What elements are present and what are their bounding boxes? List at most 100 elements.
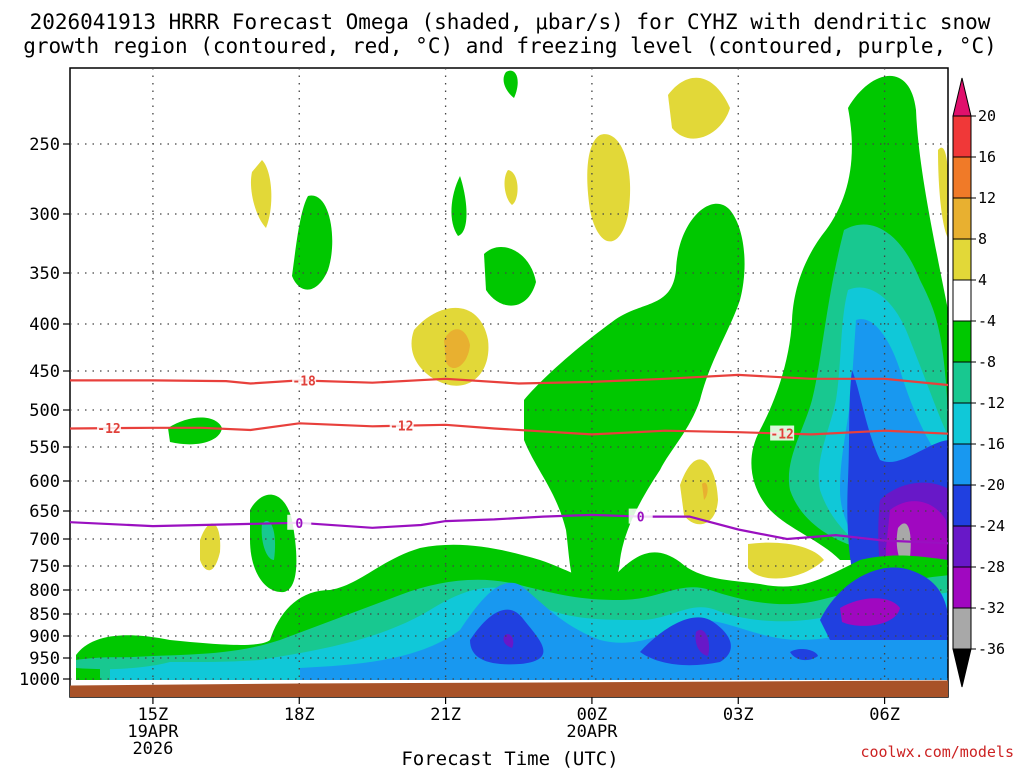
y-axis: 250 300 350 400 450 500 550 600 650 700 750 800 8509… bbox=[19, 135, 70, 690]
colorbar-label: 4 bbox=[978, 271, 987, 289]
y-tick-label: 700 bbox=[29, 530, 60, 550]
omega-lowlevel-green-strip bbox=[76, 657, 170, 670]
colorbar-label: -12 bbox=[978, 394, 1005, 412]
y-tick-label: 800 bbox=[29, 581, 60, 601]
y-tick-label: 350 bbox=[29, 264, 60, 284]
y-tick-label: 600 bbox=[29, 472, 60, 492]
terrain-ground bbox=[70, 680, 948, 697]
omega-blob-yellow bbox=[250, 160, 272, 228]
colorbar-label: 20 bbox=[978, 107, 996, 125]
omega-blob-green bbox=[168, 417, 222, 445]
colorbar-band bbox=[952, 402, 972, 445]
omega-blob-yellow bbox=[587, 134, 631, 242]
x-axis-title: Forecast Time (UTC) bbox=[401, 748, 618, 768]
colorbar-label: -36 bbox=[978, 640, 1005, 658]
colorbar-label: 12 bbox=[978, 189, 996, 207]
y-tick-label: 650 bbox=[29, 502, 60, 522]
colorbar-label: 8 bbox=[978, 230, 987, 248]
contour-lines: -18 -12 -12 -12 0 0 bbox=[70, 372, 948, 545]
y-tick-label: 550 bbox=[29, 438, 60, 458]
contour-label: 0 bbox=[295, 517, 303, 532]
contour-label-bg bbox=[389, 417, 414, 433]
omega-lowlevel-purple bbox=[840, 598, 900, 626]
colorbar-band bbox=[952, 115, 972, 158]
colorbar-band bbox=[952, 238, 972, 281]
colorbar-top-arrow bbox=[952, 77, 972, 117]
colorbar-band bbox=[952, 320, 972, 363]
omega-lowlevel-purple bbox=[695, 629, 710, 656]
y-tick-label: 400 bbox=[29, 315, 60, 335]
omega-lowlevel-blue bbox=[300, 582, 948, 680]
y-tick-label: 900 bbox=[29, 627, 60, 647]
x-tick-year: 2026 bbox=[132, 739, 173, 759]
contour-label-bg bbox=[287, 514, 312, 530]
omega-shading bbox=[76, 70, 948, 680]
x-tick-label: 00Z bbox=[577, 705, 608, 725]
omega-blob-yellow bbox=[200, 523, 221, 571]
chart-title-line1: 2026041913 HRRR Forecast Omega (shaded, … bbox=[30, 10, 991, 34]
y-tick-label: 850 bbox=[29, 605, 60, 625]
contour-label-bg bbox=[770, 425, 795, 441]
colorbar-band bbox=[952, 484, 972, 527]
omega-blob-orange bbox=[702, 482, 708, 500]
colorbar-band bbox=[952, 279, 972, 322]
colorbar-band bbox=[952, 566, 972, 609]
credit-text: coolwx.com/models bbox=[860, 743, 1014, 761]
contour-label: 0 bbox=[637, 511, 645, 526]
colorbar-band bbox=[952, 361, 972, 404]
contour-label: -12 bbox=[390, 420, 413, 435]
colorbar-label: -24 bbox=[978, 517, 1005, 535]
omega-blob-green bbox=[292, 195, 333, 290]
omega-lowlevel-darkblue bbox=[790, 649, 818, 661]
colorbar-label: -28 bbox=[978, 558, 1005, 576]
x-tick-date: 19APR bbox=[127, 722, 179, 742]
y-tick-label: 1000 bbox=[19, 670, 60, 690]
x-tick-label: 15Z bbox=[138, 705, 169, 725]
omega-blob-green bbox=[484, 246, 536, 306]
x-tick-label: 21Z bbox=[430, 705, 461, 725]
colorbar: 20 16 12 8 4 -4 -8 -12 -16 -20 -24 -28 -32 -36 bbox=[952, 77, 1005, 688]
colorbar-band bbox=[952, 607, 972, 650]
y-tick-label: 250 bbox=[29, 135, 60, 155]
omega-blob-yellow bbox=[748, 542, 824, 579]
colorbar-bottom-arrow bbox=[952, 648, 972, 688]
contour-label-bg bbox=[628, 508, 653, 524]
omega-blob-yellow bbox=[504, 170, 518, 205]
colorbar-label: -4 bbox=[978, 312, 996, 330]
x-tick-label: 06Z bbox=[869, 705, 900, 725]
omega-lowlevel-purple bbox=[503, 634, 514, 648]
colorbar-label: 16 bbox=[978, 148, 996, 166]
colorbar-band bbox=[952, 525, 972, 568]
colorbar-band bbox=[952, 443, 972, 486]
y-tick-label: 500 bbox=[29, 401, 60, 421]
y-tick-label: 450 bbox=[29, 362, 60, 382]
omega-blob-yellow bbox=[680, 459, 718, 525]
omega-blob-teal bbox=[261, 521, 276, 560]
contour-freezing-level bbox=[70, 513, 948, 545]
omega-blob-green bbox=[503, 70, 518, 98]
colorbar-label: -16 bbox=[978, 435, 1005, 453]
x-tick-label: 18Z bbox=[284, 705, 315, 725]
omega-region-green bbox=[524, 203, 745, 600]
omega-blob-orange bbox=[444, 329, 470, 369]
contour-dgz-top bbox=[70, 373, 948, 387]
colorbar-band bbox=[952, 156, 972, 199]
colorbar-label: -8 bbox=[978, 353, 996, 371]
omega-blob-green bbox=[451, 176, 467, 236]
colorbar-label: -20 bbox=[978, 476, 1005, 494]
colorbar-band bbox=[952, 197, 972, 240]
contour-label: -12 bbox=[770, 428, 793, 443]
y-tick-label: 300 bbox=[29, 205, 60, 225]
chart-title-line2: growth region (contoured, red, °C) and f… bbox=[23, 34, 997, 58]
contour-label-bg bbox=[97, 420, 122, 436]
contour-label-bg bbox=[292, 372, 317, 388]
x-tick-date: 20APR bbox=[566, 722, 618, 742]
omega-blob-yellow bbox=[938, 147, 948, 238]
omega-blob-yellow bbox=[668, 77, 730, 139]
contour-label: -12 bbox=[97, 422, 120, 437]
contour-label: -18 bbox=[292, 375, 316, 390]
y-tick-label: 750 bbox=[29, 557, 60, 577]
contour-dgz-bottom bbox=[70, 422, 948, 436]
